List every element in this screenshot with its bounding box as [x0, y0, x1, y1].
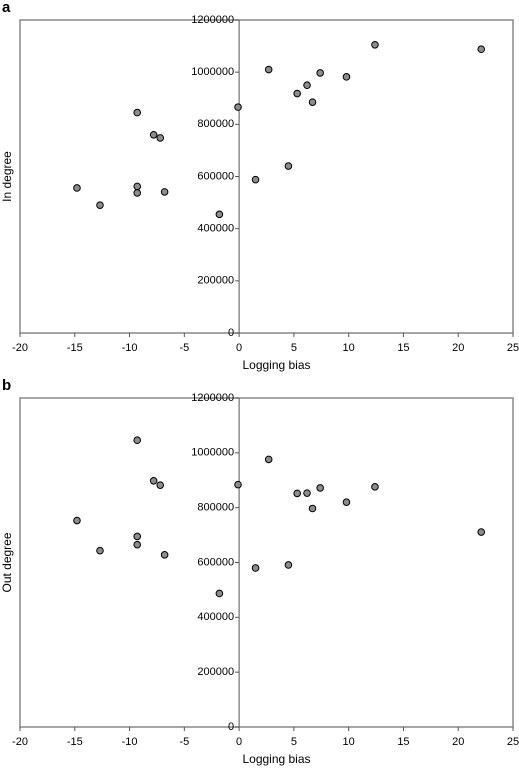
data-point	[308, 98, 317, 106]
x-tick-label: 15	[397, 342, 409, 354]
y-tick-label: 600000	[197, 170, 234, 182]
x-tick-label: -15	[67, 342, 83, 354]
y-tick-label: 0	[228, 327, 234, 339]
data-point	[477, 528, 486, 536]
data-point	[133, 436, 142, 445]
x-tick-label: 0	[236, 342, 242, 354]
data-point	[234, 480, 242, 489]
x-tick-label: 20	[452, 736, 464, 748]
plot-frame	[19, 19, 514, 334]
y-tick-label: 800000	[197, 502, 234, 514]
data-point	[264, 455, 273, 464]
data-point	[251, 175, 260, 184]
data-point	[234, 103, 242, 111]
data-point	[477, 45, 486, 54]
data-point	[133, 108, 142, 117]
data-point	[73, 516, 81, 525]
x-tick-label: -15	[67, 736, 83, 748]
y-axis-title: In degree	[0, 151, 14, 202]
data-point	[342, 498, 351, 506]
y-tick-label: 400000	[197, 223, 234, 235]
data-point	[133, 532, 142, 541]
data-point	[149, 130, 158, 139]
y-tick-label: 400000	[197, 611, 234, 623]
data-point	[133, 182, 142, 191]
data-point	[264, 65, 273, 74]
x-tick-label: 25	[507, 342, 519, 354]
x-axis-title: Logging bias	[242, 358, 310, 372]
x-tick-label: -20	[12, 342, 28, 354]
data-point	[149, 476, 158, 485]
data-point	[96, 546, 104, 555]
data-point	[316, 69, 324, 77]
data-point	[342, 73, 351, 81]
data-point	[96, 201, 104, 209]
x-tick-label: 20	[452, 342, 464, 354]
data-point	[133, 540, 142, 549]
data-point	[73, 184, 81, 192]
data-point	[308, 504, 317, 513]
panel-label: a	[2, 0, 11, 16]
chart: a 0 200000 400000 600000 800000 1000000 1200000…	[0, 0, 519, 372]
data-point	[160, 551, 169, 559]
y-tick-label: 800000	[197, 118, 234, 130]
chart: b 0 200000 400000 600000 800000 1000000 1200000…	[0, 377, 519, 766]
y-axis-title: Out degree	[0, 532, 14, 592]
data-point	[293, 489, 301, 498]
y-tick-label: 1200000	[191, 392, 234, 404]
x-tick-label: 10	[343, 736, 355, 748]
y-tick-label: 0	[228, 721, 234, 733]
x-tick-label: -10	[122, 342, 138, 354]
data-point	[371, 483, 379, 491]
data-point	[160, 188, 169, 196]
y-tick-label: 1000000	[191, 66, 234, 78]
data-point	[303, 81, 311, 90]
data-point	[215, 210, 224, 219]
data-point	[251, 564, 260, 572]
data-point	[215, 589, 224, 598]
y-tick-label: 200000	[197, 666, 234, 678]
data-point	[156, 481, 165, 489]
plot-frame	[19, 397, 514, 728]
data-point	[284, 561, 293, 569]
y-tick-label: 200000	[197, 275, 234, 287]
data-point	[316, 484, 324, 492]
y-tick-label: 1000000	[191, 447, 234, 459]
data-point	[156, 134, 165, 142]
x-tick-label: 15	[397, 736, 409, 748]
data-point	[293, 89, 301, 98]
data-point	[371, 40, 379, 49]
data-point	[303, 489, 311, 497]
x-tick-label: 5	[291, 342, 297, 354]
data-point	[133, 189, 142, 197]
x-tick-label: -10	[122, 736, 138, 748]
panel-label: b	[2, 377, 11, 394]
x-tick-label: -20	[12, 736, 28, 748]
data-point	[284, 162, 293, 170]
x-axis-title: Logging bias	[242, 752, 310, 766]
x-tick-label: 10	[343, 342, 355, 354]
x-tick-label: 5	[291, 736, 297, 748]
x-tick-label: 0	[236, 736, 242, 748]
x-tick-label: -5	[179, 342, 189, 354]
y-tick-label: 1200000	[191, 14, 234, 26]
x-tick-label: -5	[179, 736, 189, 748]
x-tick-label: 25	[507, 736, 519, 748]
y-tick-label: 600000	[197, 556, 234, 568]
